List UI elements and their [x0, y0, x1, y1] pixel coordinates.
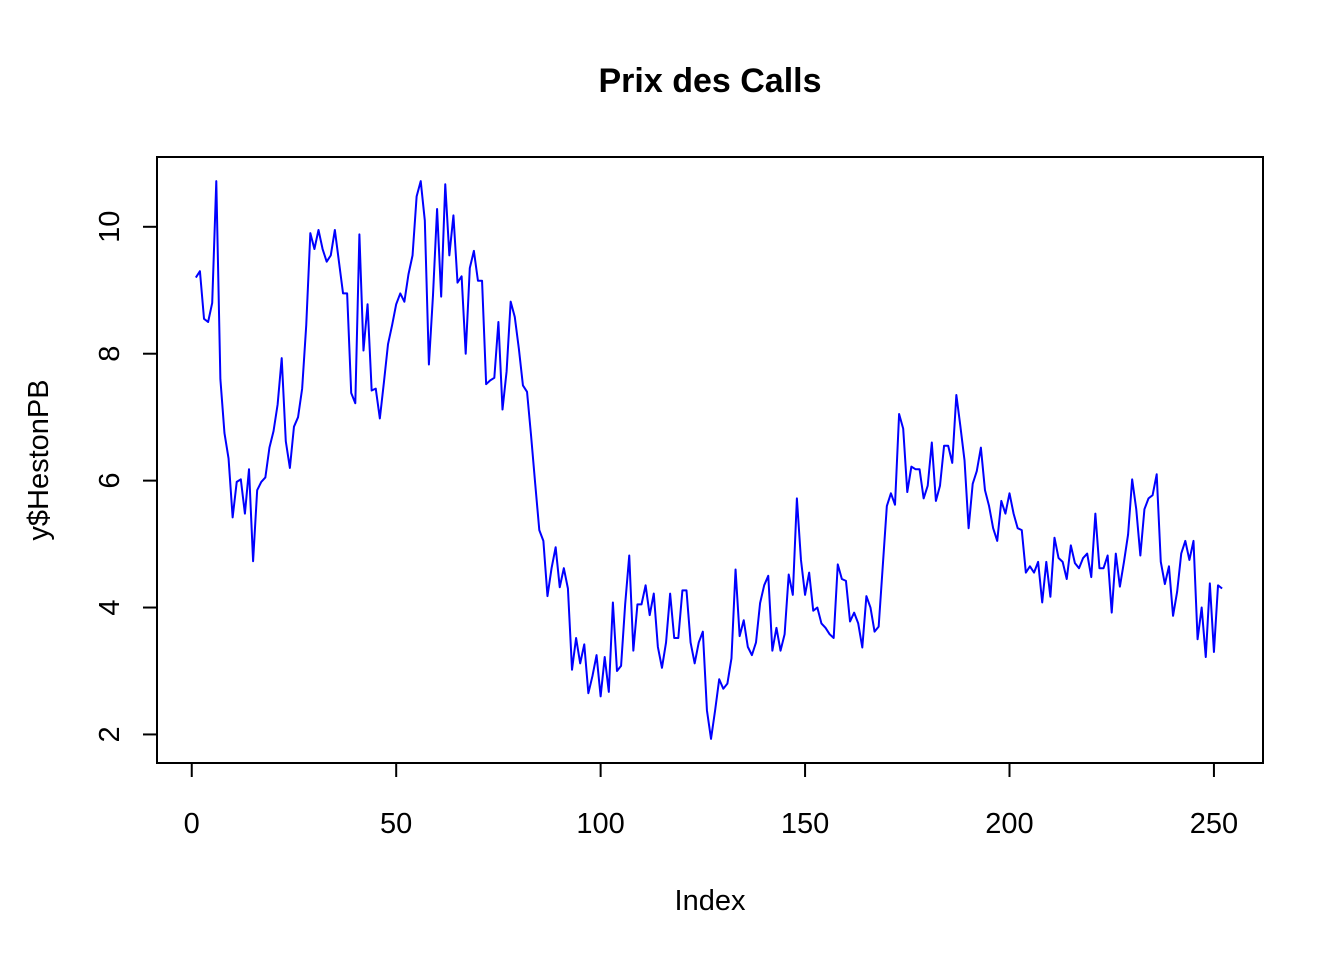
y-tick-label: 8	[94, 346, 126, 362]
x-axis-label: Index	[675, 885, 746, 917]
y-axis: 2 4 6 8 10	[94, 211, 158, 743]
x-tick-label: 50	[380, 808, 412, 840]
y-tick-label: 4	[94, 599, 126, 615]
x-tick-label: 150	[781, 808, 829, 840]
y-tick-label: 6	[94, 473, 126, 489]
x-tick-label: 0	[184, 808, 200, 840]
y-tick-label: 2	[94, 726, 126, 742]
y-tick-label: 10	[94, 211, 126, 243]
y-axis-label: y$HestonPB	[23, 379, 55, 540]
x-tick-label: 250	[1190, 808, 1238, 840]
series-line	[194, 180, 1223, 740]
x-axis: 0 50 100 150 200 250	[184, 762, 1238, 840]
chart-title: Prix des Calls	[598, 62, 821, 100]
x-tick-label: 200	[985, 808, 1033, 840]
x-tick-label: 100	[576, 808, 624, 840]
